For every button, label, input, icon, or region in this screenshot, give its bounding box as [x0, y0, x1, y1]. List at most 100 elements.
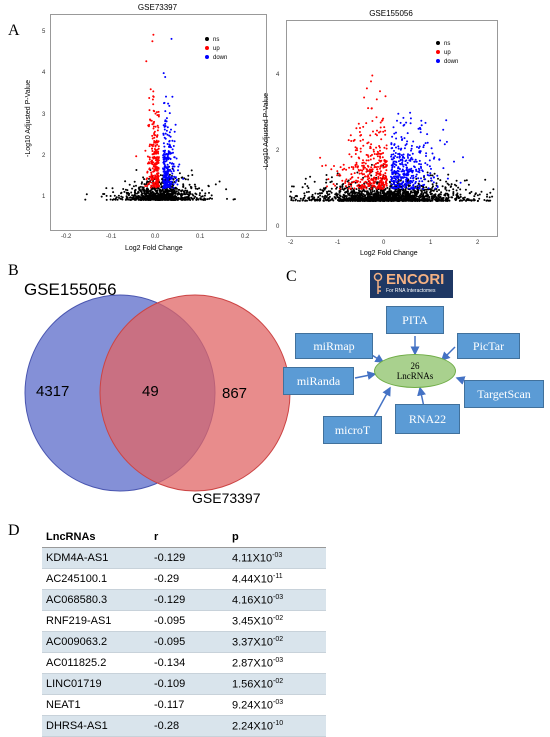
volcano-point: [313, 180, 316, 183]
volcano-point: [366, 164, 369, 167]
volcano-point: [330, 191, 333, 194]
volcano-point: [165, 158, 168, 161]
volcano-point: [362, 168, 365, 171]
volcano-point: [172, 168, 175, 171]
volcano-point: [393, 149, 395, 152]
volcano-point: [348, 185, 351, 188]
volcano-point: [164, 76, 167, 78]
volcano-point: [414, 194, 416, 197]
cell-r-value: -0.129: [150, 547, 228, 569]
volcano-point: [338, 187, 341, 190]
volcano-point: [382, 195, 385, 198]
venn-count-overlap: 49: [142, 383, 159, 400]
volcano-point: [166, 133, 169, 136]
volcano-point: [166, 163, 169, 166]
volcano-point: [376, 150, 379, 153]
volcano-point: [403, 147, 406, 150]
volcano-point: [353, 189, 355, 192]
volcano-point: [127, 198, 130, 201]
volcano-point: [143, 178, 146, 181]
volcano-point: [367, 159, 370, 162]
volcano-point: [395, 146, 397, 149]
volcano-point: [153, 140, 156, 142]
volcano-point: [138, 188, 141, 191]
y-tick-label: 1: [42, 194, 46, 200]
volcano-point: [353, 172, 356, 175]
tool-box-microt: microT: [323, 416, 382, 444]
y-tick-label: 4: [276, 72, 280, 78]
volcano-point: [359, 190, 362, 193]
volcano-point: [390, 143, 393, 146]
volcano-point: [395, 184, 398, 186]
volcano-right-title: GSE155056: [369, 9, 413, 18]
legend-item: down: [436, 58, 458, 67]
volcano-point: [170, 37, 173, 40]
volcano-point: [414, 182, 417, 185]
volcano-point: [403, 123, 406, 126]
volcano-point: [167, 181, 170, 184]
volcano-point: [368, 177, 371, 180]
volcano-point: [399, 189, 402, 191]
volcano-point: [153, 133, 156, 136]
volcano-point: [166, 167, 169, 170]
volcano-point: [368, 170, 370, 173]
volcano-point: [142, 195, 144, 198]
volcano-point: [372, 150, 375, 153]
volcano-point: [162, 167, 164, 170]
volcano-point: [392, 153, 395, 156]
volcano-point: [150, 173, 153, 176]
volcano-point: [450, 183, 453, 186]
volcano-point: [375, 171, 378, 174]
volcano-point: [431, 152, 434, 155]
volcano-point: [420, 199, 423, 202]
volcano-point: [147, 197, 150, 199]
volcano-point: [163, 160, 165, 163]
volcano-point: [147, 190, 150, 193]
volcano-point: [133, 197, 136, 200]
volcano-point: [345, 168, 348, 171]
volcano-right-plot-area: [286, 20, 498, 237]
volcano-point: [411, 199, 414, 202]
volcano-point: [362, 164, 365, 167]
volcano-point: [405, 169, 408, 172]
volcano-point: [423, 191, 426, 194]
volcano-point: [170, 128, 172, 131]
volcano-point: [373, 153, 376, 155]
volcano-point: [135, 155, 138, 158]
volcano-point: [406, 194, 409, 197]
volcano-point: [184, 193, 187, 196]
volcano-point: [406, 199, 409, 202]
volcano-point: [397, 184, 400, 187]
volcano-point: [290, 197, 293, 200]
volcano-point: [426, 141, 429, 144]
volcano-point: [154, 157, 157, 160]
volcano-point: [391, 164, 394, 167]
volcano-point: [319, 194, 322, 197]
volcano-point: [373, 190, 376, 192]
volcano-point: [437, 195, 440, 198]
volcano-point: [388, 194, 390, 197]
volcano-point: [376, 181, 379, 184]
volcano-point: [152, 95, 155, 98]
volcano-point: [172, 145, 175, 147]
volcano-point: [157, 147, 160, 150]
volcano-point: [347, 187, 350, 190]
volcano-point: [193, 197, 196, 200]
volcano-point: [386, 195, 388, 198]
volcano-point: [385, 177, 388, 180]
volcano-point: [140, 197, 142, 200]
volcano-point: [149, 88, 152, 91]
volcano-point: [369, 158, 372, 161]
volcano-point: [151, 123, 154, 126]
volcano-point: [169, 157, 172, 160]
volcano-point: [382, 162, 385, 165]
panel-b-letter: B: [8, 262, 19, 279]
volcano-point: [376, 129, 378, 132]
volcano-point: [385, 147, 388, 150]
volcano-point: [442, 128, 445, 131]
volcano-point: [296, 199, 299, 202]
volcano-point: [375, 98, 378, 101]
volcano-point: [294, 195, 297, 198]
volcano-point: [140, 182, 143, 185]
volcano-point: [431, 183, 434, 186]
